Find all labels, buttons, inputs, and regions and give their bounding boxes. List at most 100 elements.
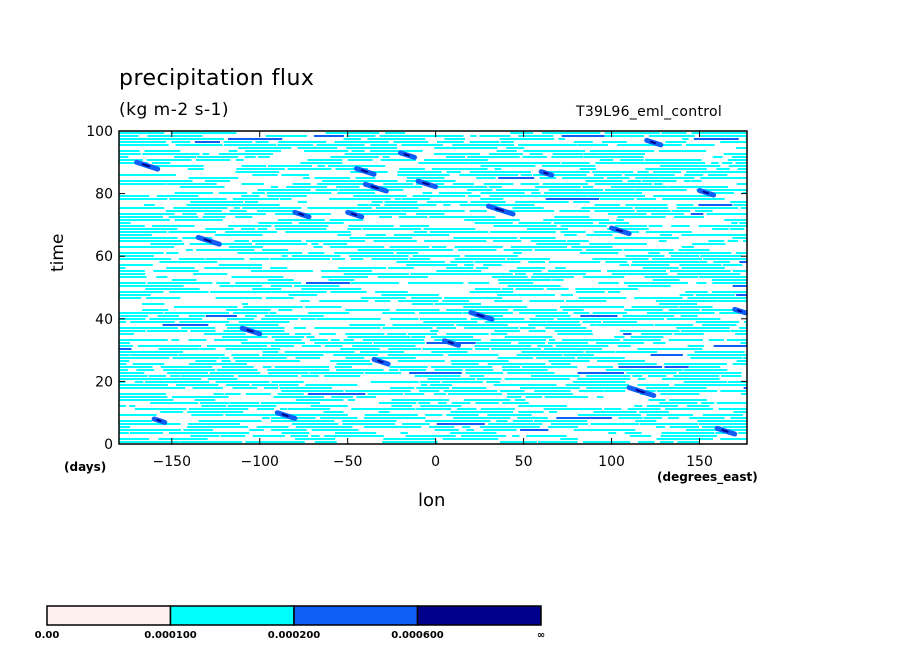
field-segment [376, 207, 419, 209]
field-segment [703, 258, 747, 260]
field-segment [670, 255, 699, 257]
field-segment [740, 207, 747, 209]
field-segment [216, 369, 258, 371]
field-segment [353, 195, 407, 197]
y-tick-label: 40 [95, 312, 113, 328]
x-tick-label: −100 [241, 454, 279, 470]
field-segment [370, 381, 419, 383]
field-segment [331, 396, 353, 398]
field-segment [245, 150, 281, 152]
field-segment [119, 276, 147, 278]
field-segment [430, 231, 489, 233]
field-segment [241, 303, 249, 305]
field-segment [501, 288, 514, 290]
field-segment [446, 156, 465, 158]
field-segment [309, 372, 364, 374]
field-segment [689, 417, 725, 419]
field-segment [270, 420, 335, 422]
field-segment [498, 282, 534, 284]
field-segment [344, 153, 410, 155]
field-segment [652, 258, 702, 260]
field-segment [280, 198, 292, 200]
field-segment [218, 153, 273, 155]
field-segment [142, 309, 169, 311]
field-segment [607, 177, 630, 179]
colorbar: 0.00 0.000100 0.000200 0.000600 ∞ [35, 605, 545, 641]
field-segment [274, 225, 329, 227]
field-segment [238, 375, 298, 377]
field-segment [377, 276, 428, 278]
field-segment [434, 339, 481, 341]
field-segment [297, 147, 338, 149]
field-segment [565, 384, 629, 386]
field-segment [557, 318, 609, 320]
field-segment [551, 156, 583, 158]
field-segment [225, 348, 281, 350]
field-segment [378, 411, 390, 413]
field-segment [146, 159, 192, 161]
field-segment [717, 300, 747, 302]
field-segment [483, 183, 514, 185]
field-segment [741, 393, 747, 395]
field-segment [270, 285, 292, 287]
field-segment [696, 282, 707, 284]
field-segment [387, 354, 444, 356]
field-segment [399, 225, 430, 227]
field-segment [422, 348, 473, 350]
precip-streak-core [635, 389, 645, 394]
field-segment [266, 243, 308, 245]
field-segment [274, 366, 329, 368]
field-segment [577, 372, 625, 374]
precip-field [119, 131, 747, 444]
field-segment [632, 375, 643, 377]
field-segment [119, 363, 127, 365]
field-segment [639, 411, 669, 413]
field-segment [475, 402, 499, 404]
field-segment [181, 375, 234, 377]
field-segment [382, 156, 390, 158]
field-segment [577, 357, 625, 359]
field-segment [660, 393, 700, 395]
field-segment [356, 396, 376, 398]
field-segment [346, 147, 397, 149]
field-segment [229, 210, 247, 212]
field-segment [371, 201, 383, 203]
field-segment [627, 180, 642, 182]
field-segment [335, 432, 377, 434]
field-segment [119, 297, 142, 299]
field-segment [274, 339, 302, 341]
field-segment [711, 279, 747, 281]
field-segment [546, 288, 569, 290]
field-segment [232, 198, 279, 200]
field-segment [349, 255, 409, 257]
field-segment [323, 243, 348, 245]
field-segment [150, 243, 185, 245]
field-segment [673, 375, 720, 377]
field-segment [611, 186, 669, 188]
field-segment [674, 384, 718, 386]
field-segment [674, 216, 704, 218]
field-segment [165, 210, 222, 212]
field-segment [518, 135, 554, 137]
field-segment [542, 165, 596, 167]
field-segment [669, 399, 707, 401]
field-segment [488, 423, 543, 425]
field-segment [556, 417, 612, 419]
field-segment [467, 195, 481, 197]
field-segment [510, 132, 533, 134]
field-segment [257, 408, 274, 410]
field-segment [349, 210, 357, 212]
field-segment [316, 318, 381, 320]
field-segment [470, 201, 506, 203]
field-segment [343, 138, 361, 140]
precip-streak-core [736, 309, 743, 313]
field-segment [179, 321, 230, 323]
field-segment [618, 366, 662, 368]
field-segment [306, 336, 315, 338]
field-segment [235, 360, 301, 362]
field-segment [534, 420, 588, 422]
field-segment [573, 201, 590, 203]
field-segment [542, 132, 601, 134]
field-segment [233, 207, 240, 209]
field-segment [635, 177, 695, 179]
